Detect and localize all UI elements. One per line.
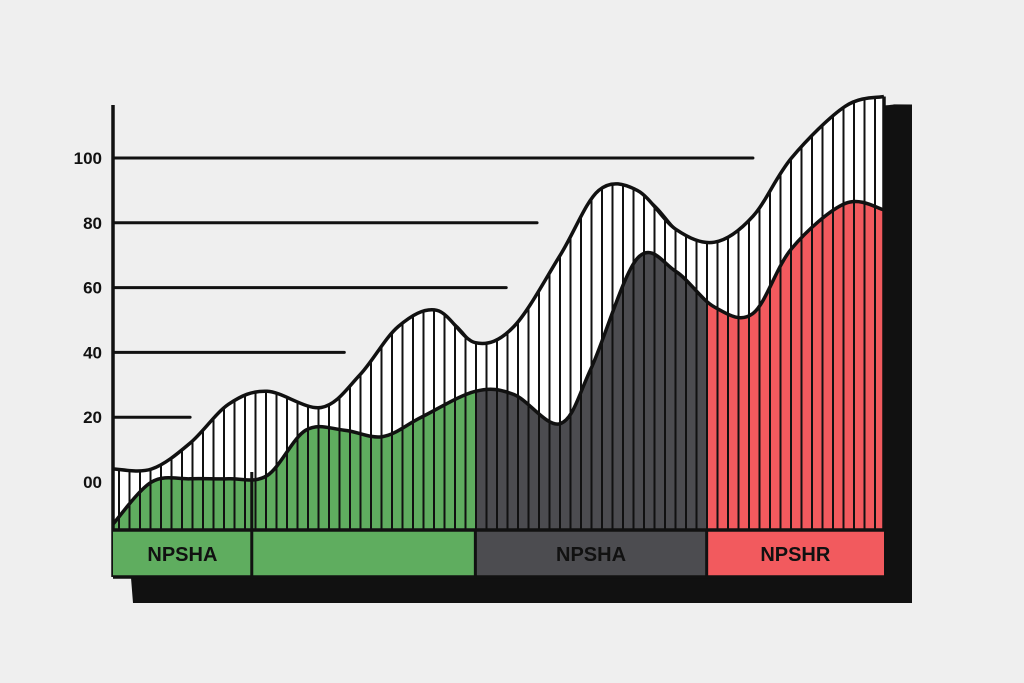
y-tick-label: 20 (83, 408, 102, 427)
y-tick-label: 100 (74, 149, 102, 168)
y-tick-label: 40 (83, 343, 102, 362)
y-tick-label: 80 (83, 214, 102, 233)
segment-band-cell (706, 530, 884, 577)
segment-band-cell (251, 530, 476, 577)
segment-area (706, 201, 884, 530)
segment-band: NPSHA NPSHA NPSHR (113, 472, 884, 579)
reference-lines (111, 156, 755, 419)
segment-band-label: NPSHA (556, 544, 626, 566)
y-tick-label: 00 (83, 473, 102, 492)
y-axis: 00 20 40 60 80 100 (74, 105, 115, 577)
y-tick-label: 60 (83, 279, 102, 298)
segment-band-cell (113, 530, 252, 577)
upper-series-line (112, 94, 885, 473)
lower-series-line (111, 199, 885, 526)
series-curves (111, 94, 886, 577)
segment-band-cell (475, 530, 707, 577)
segment-band-label: NPSHA (147, 544, 217, 566)
segment-band-label: NPSHR (760, 544, 831, 566)
